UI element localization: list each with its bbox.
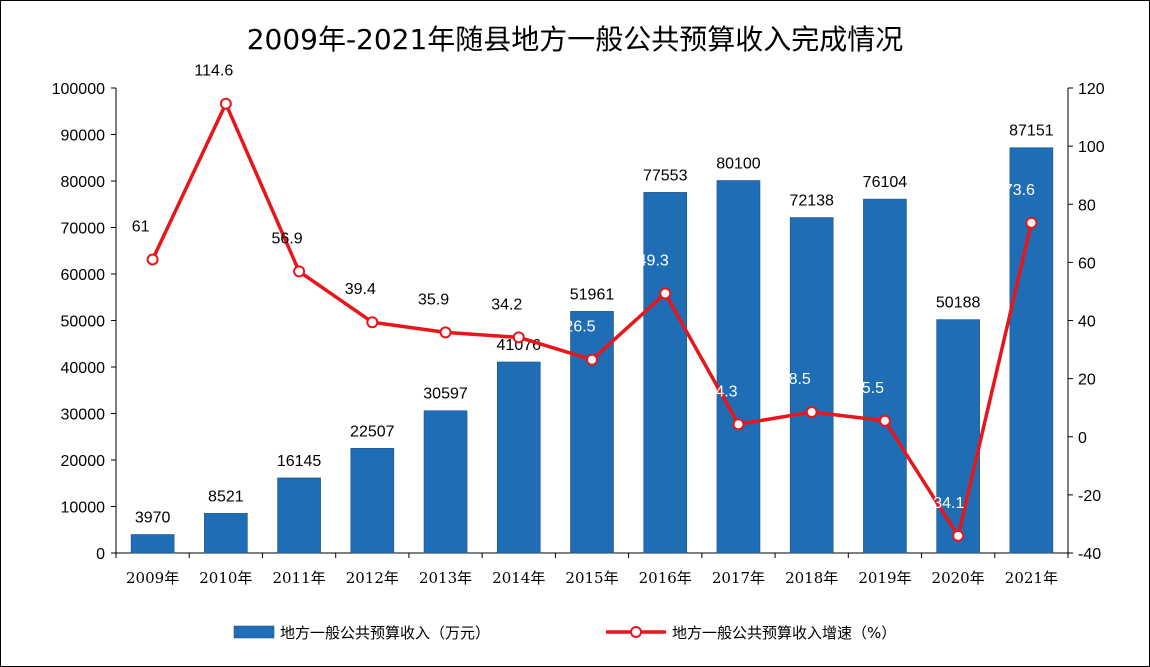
line-point xyxy=(1025,216,1038,229)
bar-value-label: 3970 xyxy=(135,510,171,527)
right-axis-tick-label: 80 xyxy=(1078,197,1096,214)
line-value-label: 61 xyxy=(132,218,150,235)
legend: 地方一般公共预算收入（万元） 地方一般公共预算收入增速（%） xyxy=(233,624,896,642)
line-value-label: 35.9 xyxy=(418,291,449,308)
left-axis-tick-label: 40000 xyxy=(61,360,106,377)
bar-value-label: 51961 xyxy=(570,286,615,303)
line-value-label: 5.5 xyxy=(862,380,884,397)
legend-bar-label: 地方一般公共预算收入（万元） xyxy=(280,624,490,642)
line-value-label: -34.1 xyxy=(928,495,965,512)
line-point xyxy=(952,529,965,542)
bar xyxy=(496,361,541,554)
bar-value-label: 77553 xyxy=(643,167,688,184)
line-value-label: 26.5 xyxy=(564,319,595,336)
bar-series xyxy=(130,147,1054,554)
x-axis-tick-label: 2016年 xyxy=(639,569,692,587)
line-point xyxy=(878,414,891,427)
x-axis-tick-label: 2021年 xyxy=(1005,569,1058,587)
line-value-label: 8.5 xyxy=(789,371,811,388)
bar-value-label: 16145 xyxy=(277,453,322,470)
left-axis-tick-label: 70000 xyxy=(61,221,106,238)
line-value-label: 56.9 xyxy=(272,230,303,247)
left-axis-tick-label: 0 xyxy=(96,546,105,563)
line-point xyxy=(805,406,818,419)
right-axis-tick-label: -20 xyxy=(1078,488,1101,505)
legend-line-marker xyxy=(630,626,642,638)
right-axis-tick-label: 60 xyxy=(1078,255,1096,272)
bar xyxy=(570,311,614,554)
bar xyxy=(936,319,980,554)
line-value-label: 73.6 xyxy=(1004,182,1035,199)
line-value-label: 114.6 xyxy=(194,63,233,80)
x-axis-tick-label: 2017年 xyxy=(712,569,765,587)
bar-value-label: 22507 xyxy=(350,423,395,440)
right-axis-tick-label: 120 xyxy=(1078,81,1105,98)
x-axis-tick-label: 2019年 xyxy=(858,569,911,587)
legend-bar-swatch xyxy=(233,625,275,639)
bar xyxy=(204,513,248,554)
left-axis-tick-label: 50000 xyxy=(61,314,106,331)
bar xyxy=(350,448,395,554)
x-axis-tick-label: 2011年 xyxy=(272,569,325,587)
bar-value-label: 72138 xyxy=(789,193,834,210)
x-axis-tick-label: 2020年 xyxy=(932,569,985,587)
line-point xyxy=(659,287,672,300)
right-axis-tick-label: 20 xyxy=(1078,372,1096,389)
line-value-label: 34.2 xyxy=(491,296,522,313)
line-point xyxy=(366,316,379,329)
bar-value-label: 87151 xyxy=(1009,123,1054,140)
line-point xyxy=(732,418,745,431)
right-axis-tick-label: 0 xyxy=(1078,430,1087,447)
left-axis-tick-label: 20000 xyxy=(61,453,106,470)
line-value-label: 39.4 xyxy=(345,281,376,298)
line-point xyxy=(293,265,306,278)
legend-line-label: 地方一般公共预算收入增速（%） xyxy=(672,624,896,642)
bar xyxy=(277,477,321,554)
line-point xyxy=(439,326,452,339)
bar-value-label: 30597 xyxy=(423,386,468,403)
chart-title: 2009年-2021年随县地方一般公共预算收入完成情况 xyxy=(246,23,904,56)
line-point xyxy=(586,353,598,366)
axes: 0 10000 20000 30000 40000 50000 60000 70000 8000… xyxy=(52,81,1105,563)
x-axis-tick-label: 2014年 xyxy=(492,569,545,587)
line-value-label: 4.3 xyxy=(715,383,737,400)
bar-value-label: 80100 xyxy=(716,156,761,173)
left-axis-tick-label: 10000 xyxy=(61,500,106,517)
x-axis-tick-label: 2010年 xyxy=(199,569,252,587)
x-axis-tick-label: 2013年 xyxy=(419,569,472,587)
x-axis-tick-label: 2012年 xyxy=(346,569,399,587)
bar xyxy=(423,410,468,554)
line-point xyxy=(219,97,232,110)
left-axis-tick-label: 60000 xyxy=(61,267,106,284)
bar-labels: 3970852116145225073059741076519617755380… xyxy=(135,123,1054,527)
bar xyxy=(1009,147,1054,554)
bar xyxy=(789,217,834,554)
left-axis-tick-label: 80000 xyxy=(61,174,106,191)
x-axis-ticks: 2009年 2010年 2011年 2012年 2013年 2014年 2015年 2016年… xyxy=(126,569,1058,587)
right-axis-tick-label: -40 xyxy=(1078,546,1101,563)
bar xyxy=(130,534,175,554)
bar-value-label: 76104 xyxy=(863,174,908,191)
bar xyxy=(716,180,761,554)
line-labels: 61 114.6 56.9 39.4 35.9 34.2 26.5 49.3 4.3 8.5 5.5… xyxy=(132,63,1035,512)
x-axis-tick-label: 2015年 xyxy=(565,569,618,587)
line-point xyxy=(146,253,159,266)
right-axis-tick-label: 100 xyxy=(1078,139,1105,156)
bar xyxy=(643,192,688,554)
left-axis-tick-label: 100000 xyxy=(52,81,105,98)
x-axis-tick-label: 2009年 xyxy=(126,569,179,587)
left-axis-tick-label: 30000 xyxy=(61,407,106,424)
bar-value-label: 50188 xyxy=(936,295,981,312)
left-axis-tick-label: 90000 xyxy=(61,128,106,145)
line-point xyxy=(512,331,525,344)
right-axis-tick-label: 40 xyxy=(1078,314,1096,331)
x-axis-tick-label: 2018年 xyxy=(785,569,838,587)
line-series xyxy=(146,97,1038,542)
bar-value-label: 8521 xyxy=(208,488,244,505)
bar xyxy=(863,198,907,554)
line-value-label: 49.3 xyxy=(638,252,669,269)
